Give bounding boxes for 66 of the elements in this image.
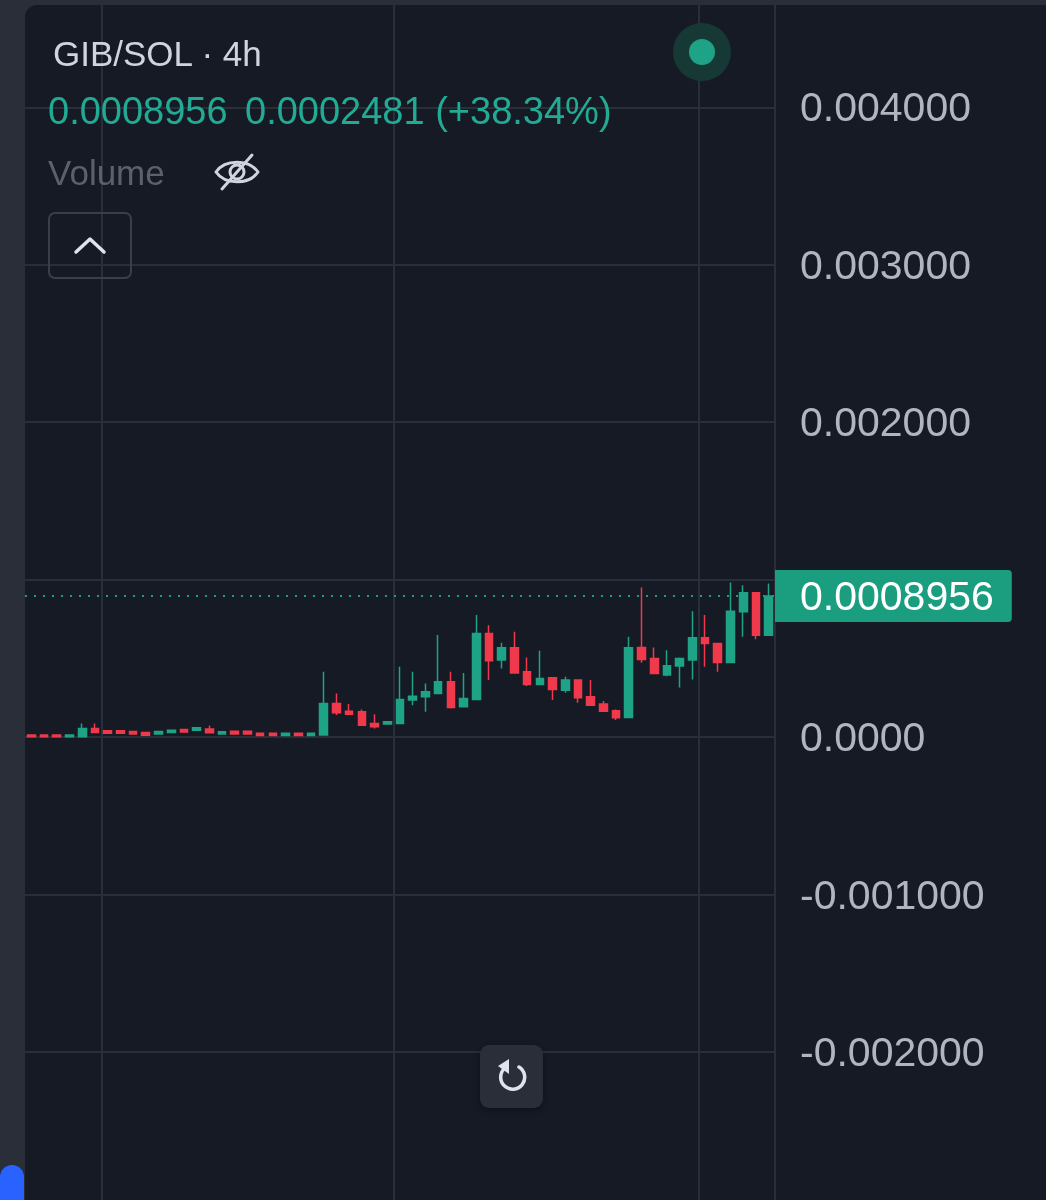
candlestick	[318, 671, 329, 736]
candlestick	[662, 649, 672, 677]
candlestick	[535, 650, 545, 686]
candlestick	[179, 728, 189, 733]
ref-line-label: 0.0008956	[800, 573, 994, 620]
candlestick	[242, 730, 253, 735]
candlestick	[229, 730, 240, 735]
candlestick	[102, 729, 113, 735]
candlestick	[268, 732, 278, 737]
candlestick	[598, 700, 609, 713]
candlestick	[90, 722, 100, 734]
text: GIB/SOL · 4h	[53, 34, 262, 73]
candlestick	[395, 665, 405, 725]
annotation: 0.0002481 (+38.34%)	[245, 90, 612, 132]
candlestick	[687, 610, 698, 681]
candlestick	[700, 614, 710, 668]
y-tick-label: -0.001000	[800, 871, 985, 918]
y-tick-label: 0.004000	[800, 84, 972, 131]
y-tick-label: 0.0000	[800, 714, 926, 761]
candlestick	[560, 676, 571, 694]
candlestick	[611, 708, 621, 721]
candlestick	[573, 678, 583, 704]
candlestick	[496, 642, 507, 670]
y-tick-label: -0.002000	[800, 1029, 985, 1075]
candlestick	[484, 624, 494, 681]
annotation: Volume	[48, 153, 165, 192]
candlestick	[674, 656, 685, 689]
candlestick	[64, 734, 75, 738]
candlestick	[547, 676, 558, 701]
candlestick	[77, 722, 88, 738]
candlestick	[458, 672, 469, 708]
candlestick	[51, 734, 62, 738]
candlestick	[140, 731, 151, 736]
candlestick	[128, 730, 138, 735]
candlestick	[751, 591, 761, 640]
candlestick	[280, 732, 291, 737]
candlestick	[446, 671, 456, 710]
candlestick	[712, 641, 723, 673]
candlestick	[585, 679, 596, 707]
candlestick	[191, 727, 202, 731]
candlestick	[509, 631, 520, 674]
candlestick	[153, 730, 164, 735]
candlestick	[522, 656, 532, 687]
candlestick	[433, 634, 443, 695]
candlestick	[26, 734, 37, 738]
candlestick	[471, 614, 482, 701]
candlestick	[166, 729, 177, 734]
candlestick	[204, 724, 215, 734]
candlestick	[217, 731, 227, 735]
candlestick	[420, 682, 431, 713]
annotation: 0.0008956	[48, 90, 228, 132]
candlestick	[306, 732, 316, 737]
candlestick	[331, 692, 342, 716]
y-tick-label: 0.002000	[800, 399, 972, 446]
candlestick	[115, 729, 126, 735]
candlestick	[623, 636, 634, 719]
candlestick	[649, 646, 660, 675]
candlestick	[344, 703, 354, 716]
candlestick	[636, 586, 647, 664]
candlestick	[357, 708, 367, 727]
candlestick	[39, 734, 49, 738]
candlestick	[255, 732, 265, 737]
y-tick-label: 0.003000	[800, 241, 972, 288]
candlestick	[407, 671, 418, 706]
candlestick	[293, 732, 304, 737]
candlestick	[382, 720, 393, 726]
